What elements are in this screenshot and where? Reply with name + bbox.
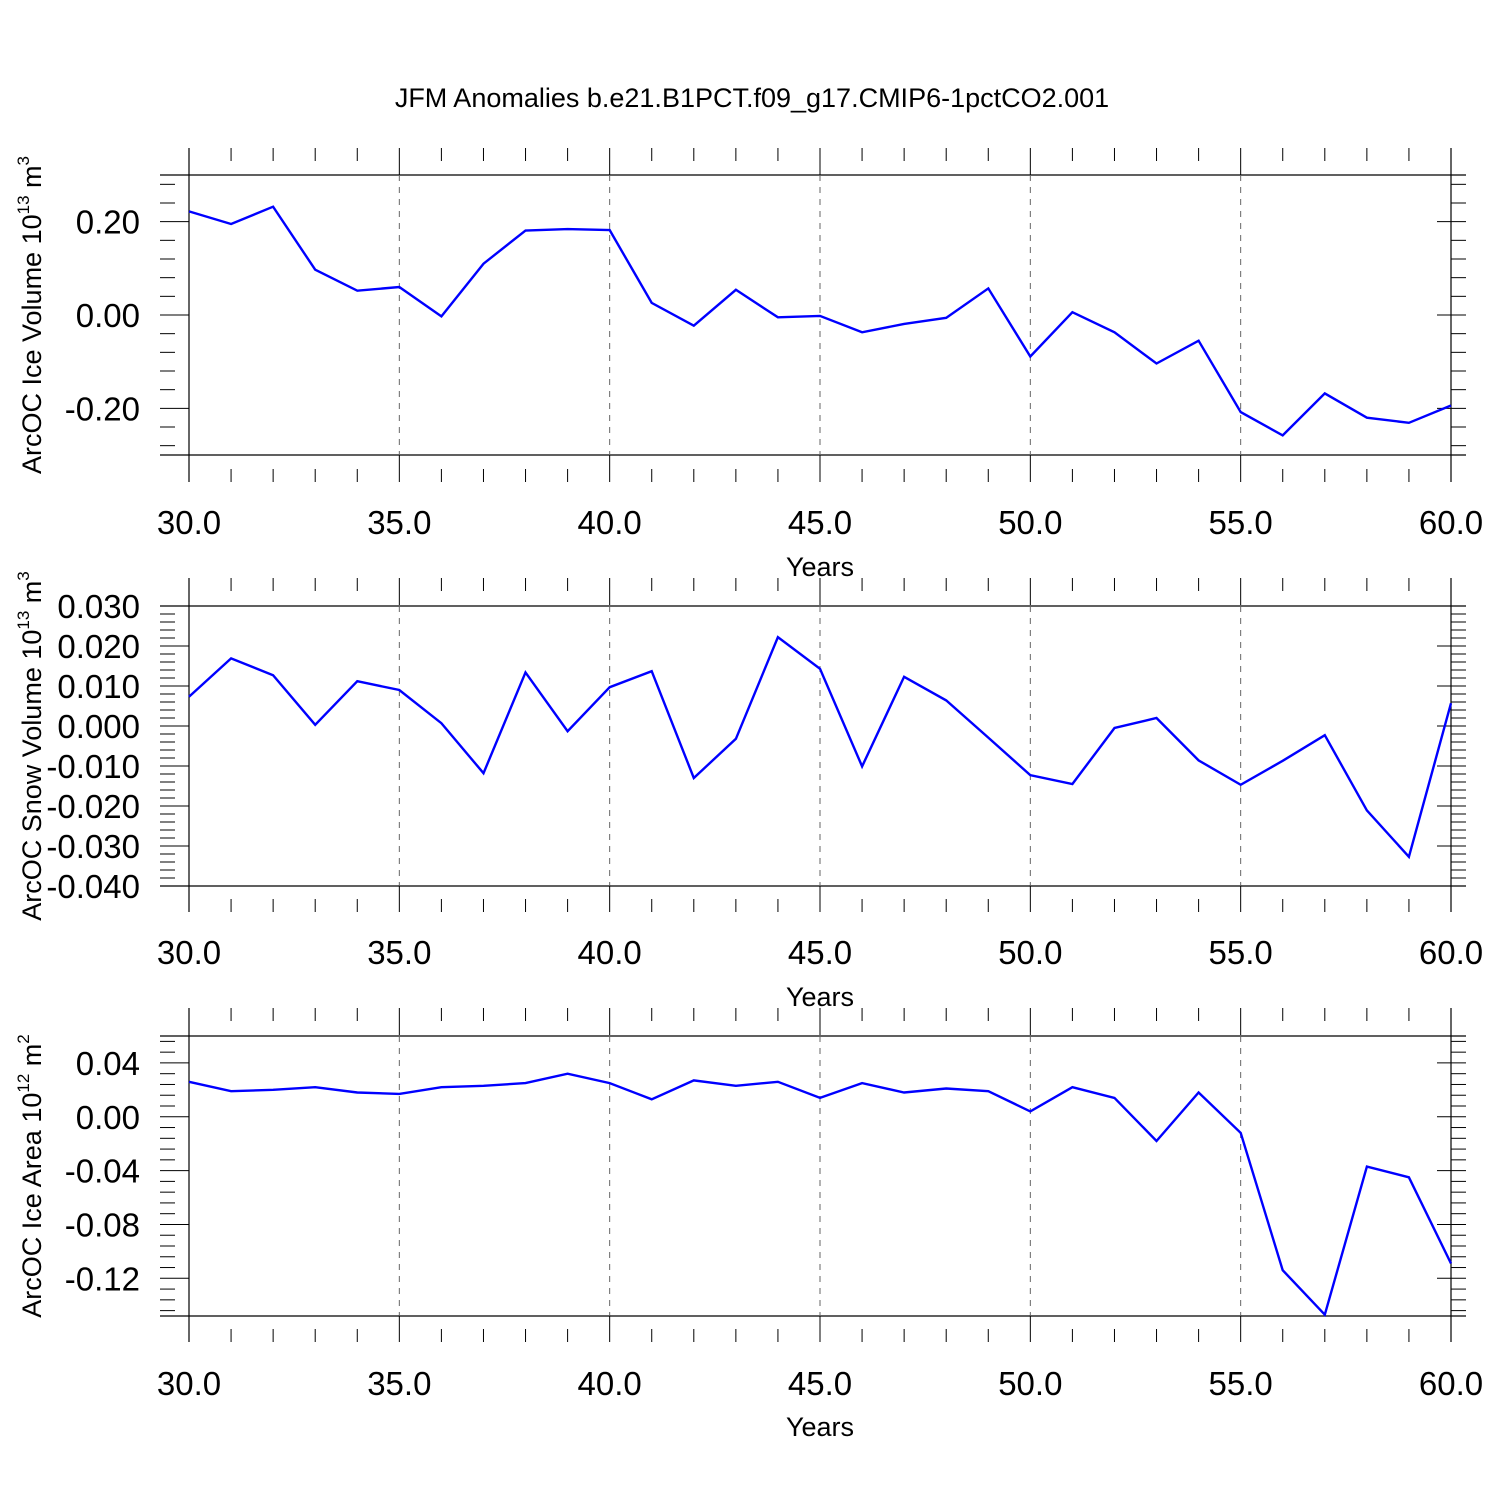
y-tick-label: -0.20 (65, 390, 140, 427)
chart-title: JFM Anomalies b.e21.B1PCT.f09_g17.CMIP6-… (395, 83, 1109, 113)
y-tick-label: -0.040 (46, 868, 140, 905)
y-axis-label-unit: m (17, 165, 47, 195)
x-tick-label: 45.0 (788, 504, 852, 541)
y-tick-label: -0.04 (65, 1153, 140, 1190)
y-tick-label: -0.08 (65, 1206, 140, 1243)
panel-3: 30.0 35.0 40.0 45.0 50.0 55.0 60.0 Years -0.12 -0… (14, 1008, 1483, 1442)
x-tick-label: 50.0 (998, 504, 1062, 541)
x-tick-label: 50.0 (998, 934, 1062, 971)
x-tick-label: 35.0 (367, 934, 431, 971)
y-tick-label: 0.20 (76, 204, 140, 241)
panel-1: 30.0 35.0 40.0 45.0 50.0 55.0 60.0 Years -0.20 0.… (14, 148, 1483, 582)
x-tick-label: 60.0 (1419, 504, 1483, 541)
y-axis-label-unit-exponent: 3 (14, 156, 33, 165)
y-tick-label: -0.020 (46, 788, 140, 825)
x-tick-label: 30.0 (157, 504, 221, 541)
y-axis-label-unit-exponent: 2 (14, 1034, 33, 1043)
y-axis-label: ArcOC Ice Volume 1013 m3 (14, 156, 47, 474)
x-tick-label: 40.0 (578, 504, 642, 541)
y-tick-label: 0.030 (57, 588, 140, 625)
x-tick-label: 30.0 (157, 934, 221, 971)
series-line (188, 635, 1453, 860)
y-axis-label-exponent: 13 (14, 611, 33, 630)
y-axis-label-text: ArcOC Ice Area 10 (17, 1093, 47, 1318)
x-tick-label: 30.0 (157, 1365, 221, 1402)
y-tick-label: 0.00 (76, 1099, 140, 1136)
x-axis-label: Years (786, 982, 854, 1012)
y-axis-label-exponent: 13 (14, 195, 33, 214)
x-tick-label: 35.0 (367, 1365, 431, 1402)
x-tick-label: 40.0 (578, 934, 642, 971)
y-tick-label: 0.04 (76, 1045, 140, 1082)
y-axis-label: ArcOC Snow Volume 1013 m3 (14, 571, 47, 921)
panels: 30.0 35.0 40.0 45.0 50.0 55.0 60.0 Years -0.20 0.… (14, 148, 1483, 1442)
y-axis-label-text: ArcOC Snow Volume 10 (17, 630, 47, 921)
series-line (188, 1072, 1453, 1318)
y-axis-label-exponent: 12 (14, 1074, 33, 1093)
y-axis-label: ArcOC Ice Area 1012 m2 (14, 1034, 47, 1318)
x-tick-label: 35.0 (367, 504, 431, 541)
x-tick-label: 45.0 (788, 934, 852, 971)
y-axis-label-text: ArcOC Ice Volume 10 (17, 214, 47, 474)
panel-2: 30.0 35.0 40.0 45.0 50.0 55.0 60.0Years-0.040-… (14, 571, 1483, 1012)
y-axis-label-unit: m (17, 581, 47, 611)
y-axis-label-unit-exponent: 3 (14, 571, 33, 580)
x-tick-label: 55.0 (1209, 934, 1273, 971)
x-tick-label: 40.0 (578, 1365, 642, 1402)
y-tick-label: -0.030 (46, 828, 140, 865)
y-tick-label: 0.000 (57, 708, 140, 745)
y-tick-label: 0.00 (76, 297, 140, 334)
y-axis-label-unit: m (17, 1044, 47, 1074)
series-line (188, 205, 1452, 437)
x-tick-label: 60.0 (1419, 1365, 1483, 1402)
x-tick-label: 55.0 (1209, 504, 1273, 541)
y-tick-label: -0.12 (65, 1260, 140, 1297)
x-tick-label: 60.0 (1419, 934, 1483, 971)
y-tick-label: 0.010 (57, 668, 140, 705)
x-axis-label: Years (786, 1412, 854, 1442)
x-tick-label: 45.0 (788, 1365, 852, 1402)
x-axis-label: Years (786, 552, 854, 582)
y-tick-label: -0.010 (46, 748, 140, 785)
x-tick-label: 55.0 (1209, 1365, 1273, 1402)
x-tick-label: 50.0 (998, 1365, 1062, 1402)
y-tick-label: 0.020 (57, 628, 140, 665)
